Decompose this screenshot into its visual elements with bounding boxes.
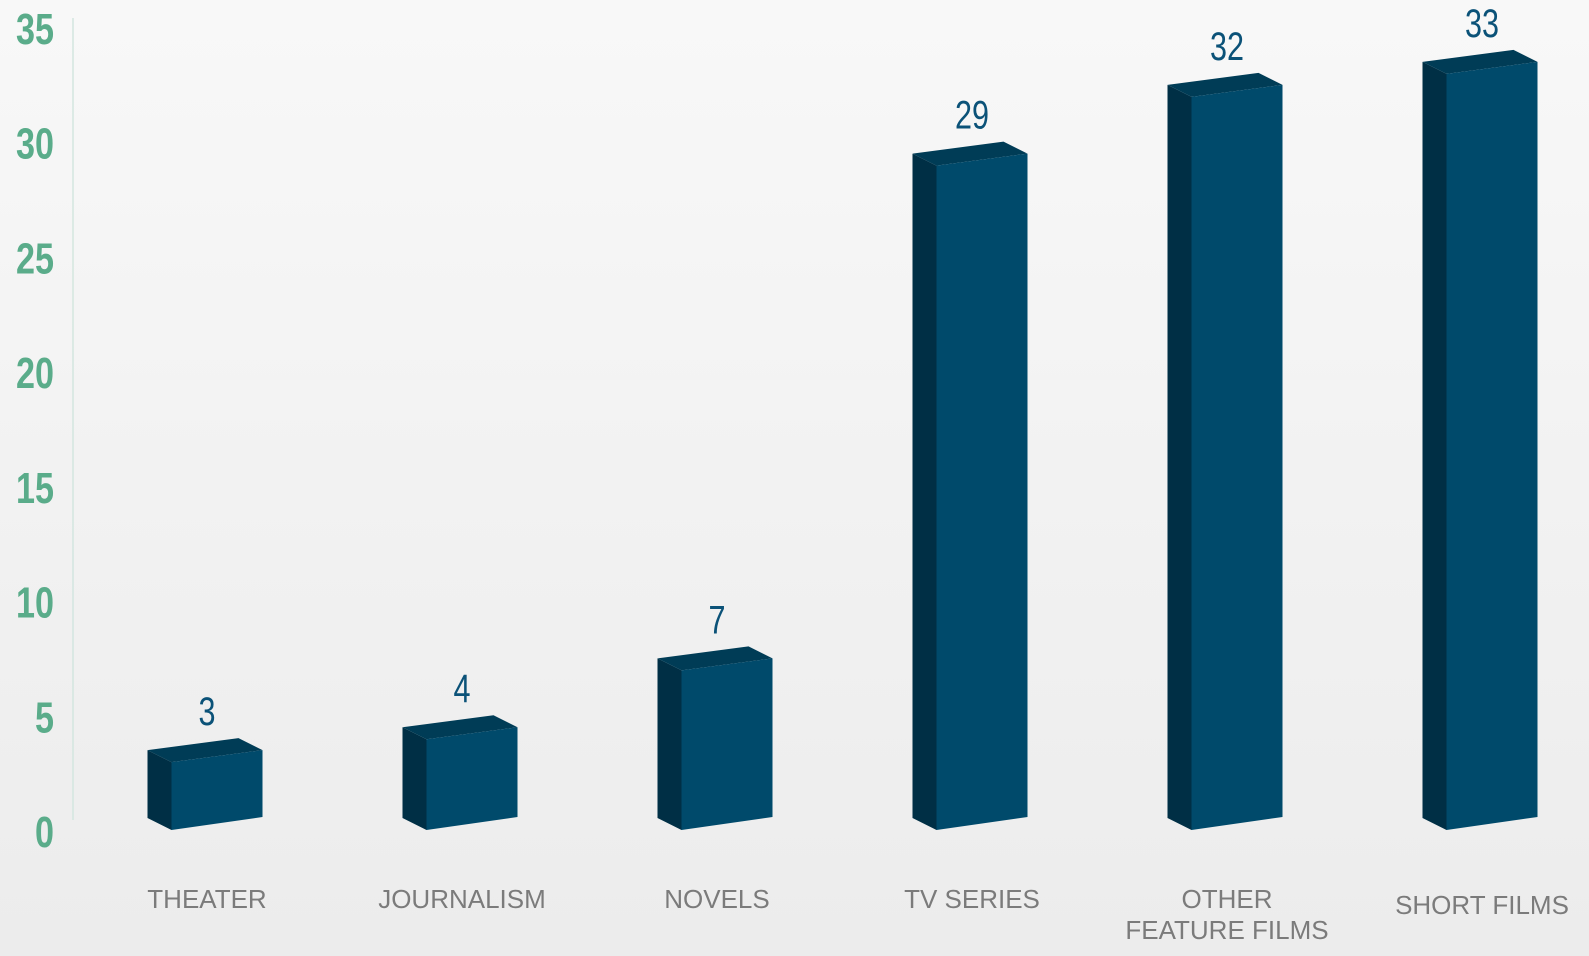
x-tick-label: OTHER (1182, 884, 1273, 914)
bar-top (1422, 49, 1538, 74)
bar-side (912, 153, 937, 830)
value-label: 29 (955, 94, 989, 138)
bar-top (912, 141, 1028, 166)
bar (1446, 61, 1538, 830)
bar (171, 750, 263, 830)
bar-top (147, 738, 263, 763)
bar (681, 658, 773, 830)
y-tick-label: 25 (16, 234, 54, 283)
x-tick-label: SHORT FILMS (1395, 890, 1569, 920)
bar-side (657, 658, 682, 830)
y-tick-label: 0 (35, 808, 54, 857)
bar-side (147, 750, 172, 830)
y-tick-label: 20 (16, 349, 54, 398)
bar-side (402, 727, 427, 830)
x-tick-label: THEATER (147, 884, 266, 914)
bar (1191, 84, 1283, 831)
x-tick-label: TV SERIES (904, 884, 1040, 914)
x-tick-label: JOURNALISM (378, 884, 546, 914)
value-label: 4 (454, 667, 471, 711)
bar (936, 153, 1028, 830)
y-tick-label: 5 (35, 693, 54, 742)
value-label: 7 (709, 598, 726, 642)
bar-side (1422, 61, 1447, 830)
value-label: 32 (1210, 25, 1244, 69)
y-tick-label: 35 (16, 5, 54, 54)
bar-side (1167, 84, 1192, 831)
value-label: 3 (199, 690, 216, 734)
bar-top (402, 715, 518, 740)
x-tick-label: NOVELS (664, 884, 770, 914)
x-tick-label: FEATURE FILMS (1125, 915, 1328, 945)
bar-top (657, 646, 773, 671)
y-tick-label: 15 (16, 464, 54, 513)
y-tick-label: 10 (16, 579, 54, 628)
y-tick-label: 30 (16, 120, 54, 169)
bar (426, 727, 518, 830)
bar-top (1167, 72, 1283, 97)
value-label: 33 (1465, 2, 1499, 46)
